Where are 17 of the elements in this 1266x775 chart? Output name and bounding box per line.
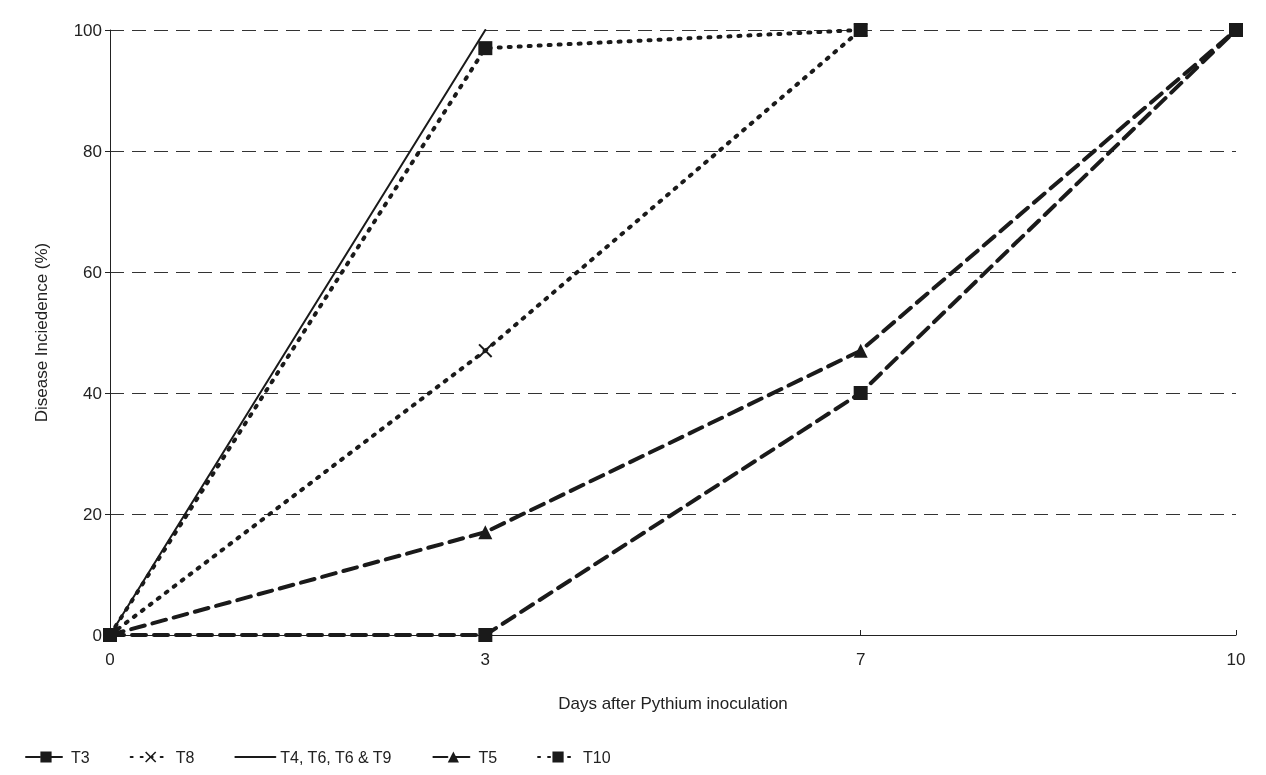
y-axis-title: Disease Inciedence (%) [32, 242, 51, 423]
y-tick-label: 80 [83, 141, 102, 161]
y-tick-label: 0 [92, 625, 102, 645]
legend-label: T8 [175, 748, 195, 766]
legend-label: T4, T6, T6 & T9 [280, 748, 392, 766]
x-tick-label: 10 [1226, 650, 1246, 669]
y-tick-label: 40 [83, 383, 102, 403]
y-tick-label: 60 [83, 262, 102, 282]
y-tick-label: 20 [83, 504, 102, 524]
x-tick-label: 3 [480, 650, 491, 669]
x-tick-label: 0 [105, 650, 115, 669]
legend-label: T5 [478, 748, 498, 766]
legend-label: T3 [71, 748, 90, 766]
legend-label: T10 [583, 748, 611, 766]
x-tick-label: 7 [855, 650, 866, 669]
y-tick-label: 100 [73, 20, 102, 40]
x-axis-title: Days after Pythium inoculation [558, 694, 788, 713]
